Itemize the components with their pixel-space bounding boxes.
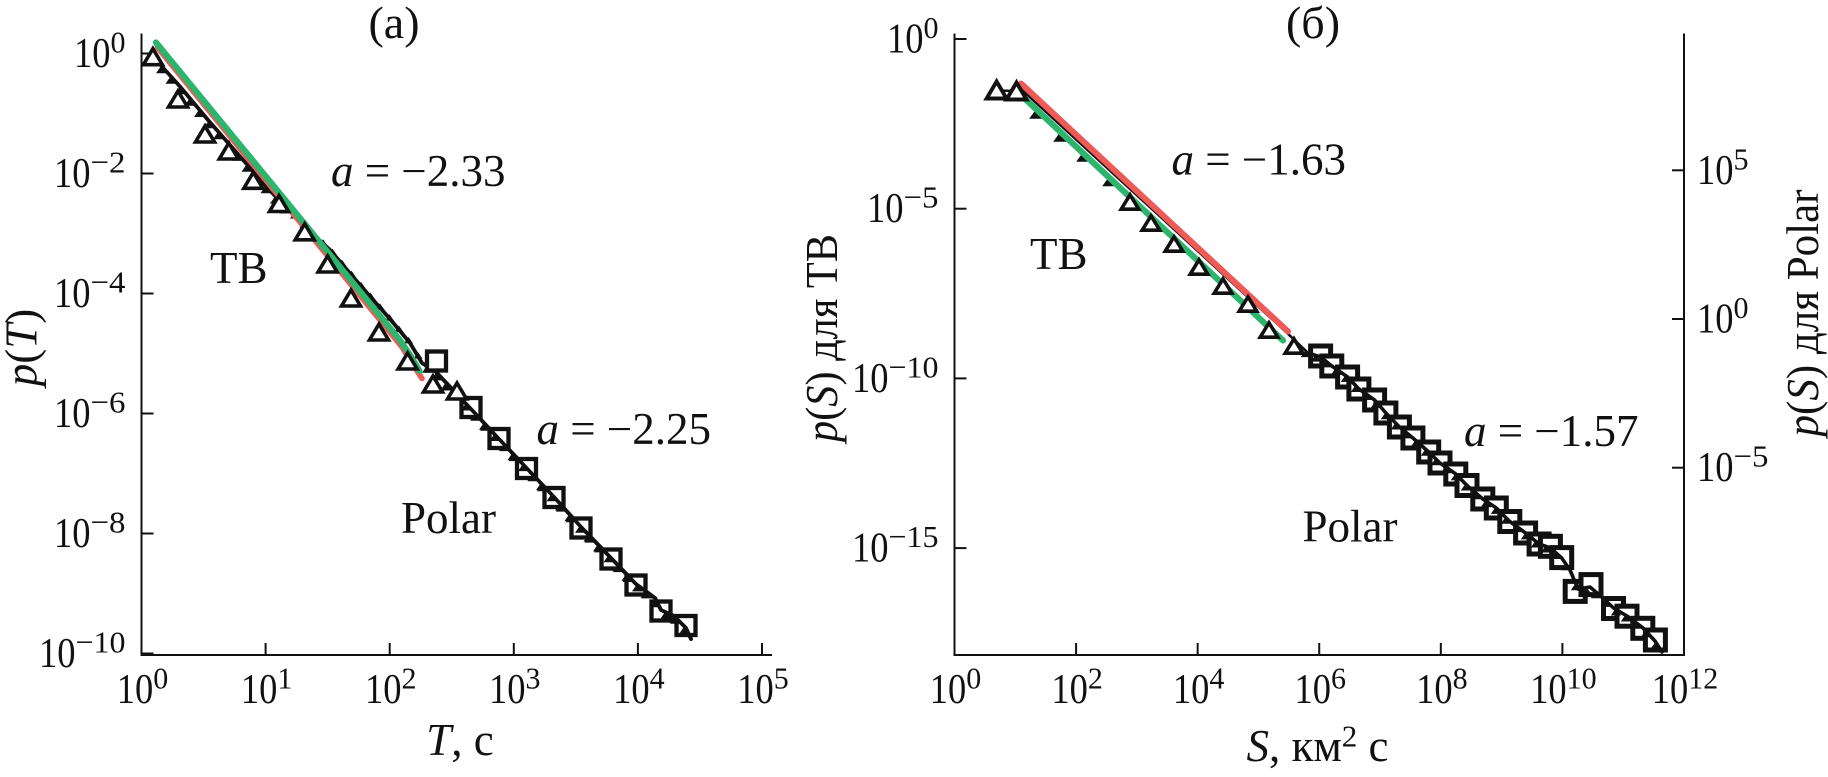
svg-text:Polar: Polar [401, 493, 496, 543]
svg-text:S, км2 с: S, км2 с [1246, 719, 1388, 772]
svg-text:1012: 1012 [1652, 661, 1719, 714]
svg-text:105: 105 [737, 661, 789, 714]
svg-text:108: 108 [1416, 661, 1468, 714]
svg-text:106: 106 [1294, 661, 1346, 714]
svg-text:T, c: T, c [426, 715, 494, 765]
svg-text:1010: 1010 [1530, 661, 1597, 714]
svg-text:10−4: 10−4 [54, 265, 126, 318]
svg-text:Polar: Polar [1303, 502, 1398, 552]
svg-text:100: 100 [74, 25, 126, 78]
svg-text:10−5: 10−5 [867, 180, 939, 233]
svg-text:100: 100 [1697, 290, 1749, 343]
svg-text:10−2: 10−2 [54, 145, 126, 198]
svg-text:p(T): p(T) [0, 309, 47, 390]
svg-text:a = −2.25: a = −2.25 [537, 404, 712, 454]
svg-text:ТВ: ТВ [1030, 229, 1088, 279]
svg-text:104: 104 [613, 661, 665, 714]
svg-text:p(S) для Polar: p(S) для Polar [1778, 189, 1828, 439]
svg-text:ТВ: ТВ [210, 243, 268, 293]
svg-text:10−8: 10−8 [54, 505, 126, 558]
svg-text:a = −1.63: a = −1.63 [1172, 135, 1347, 185]
svg-text:102: 102 [1051, 661, 1103, 714]
svg-text:10−10: 10−10 [852, 349, 939, 402]
svg-text:100: 100 [117, 661, 169, 714]
svg-text:105: 105 [1697, 141, 1749, 194]
svg-text:103: 103 [489, 661, 541, 714]
svg-text:100: 100 [930, 661, 982, 714]
svg-text:(a): (a) [368, 0, 419, 48]
svg-text:(б): (б) [1286, 0, 1340, 48]
svg-text:a = −2.33: a = −2.33 [331, 146, 506, 196]
svg-text:10−6: 10−6 [54, 385, 126, 438]
svg-text:102: 102 [365, 661, 417, 714]
svg-text:10−10: 10−10 [39, 625, 126, 678]
svg-text:p(S) для ТВ: p(S) для ТВ [797, 234, 847, 445]
svg-text:10−15: 10−15 [852, 519, 939, 572]
svg-text:100: 100 [887, 10, 939, 63]
svg-text:101: 101 [241, 661, 293, 714]
svg-text:a = −1.57: a = −1.57 [1464, 406, 1639, 456]
svg-text:104: 104 [1173, 661, 1225, 714]
svg-text:10−5: 10−5 [1697, 439, 1769, 492]
